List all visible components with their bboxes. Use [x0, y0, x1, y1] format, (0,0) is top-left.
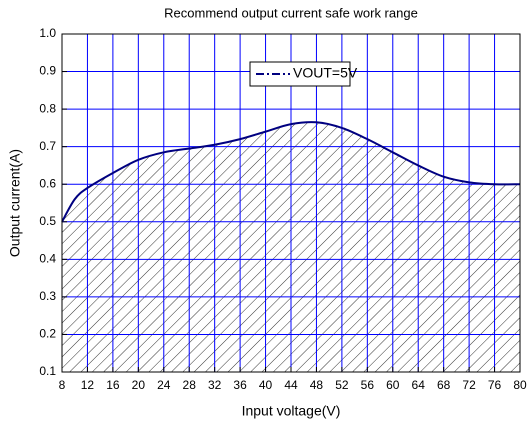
x-tick-label: 40 [259, 378, 273, 392]
y-axis-label: Output current(A) [7, 149, 23, 257]
line [61, 121, 521, 223]
x-tick-label: 32 [208, 378, 222, 392]
x-tick-label: 16 [106, 378, 120, 392]
x-tick-label: 36 [233, 378, 247, 392]
x-tick-label: 80 [513, 378, 527, 392]
x-axis-label: Input voltage(V) [242, 403, 341, 419]
y-tick-label: 0.2 [39, 327, 56, 341]
chart-title: Recommend output current safe work range [164, 5, 418, 20]
x-tick-label: 76 [488, 378, 502, 392]
plot-frame [61, 33, 521, 373]
x-tick-label: 20 [132, 378, 146, 392]
legend-label: VOUT=5V [293, 65, 358, 81]
x-tick-label: 8 [59, 378, 66, 392]
y-tick-label: 0.4 [39, 252, 56, 266]
y-tick-label: 0.5 [39, 214, 56, 228]
x-tick-label: 28 [183, 378, 197, 392]
x-tick-label: 60 [386, 378, 400, 392]
x-tick-label: 68 [437, 378, 451, 392]
x-tick-label: 24 [157, 378, 171, 392]
x-tick-label: 56 [361, 378, 375, 392]
x-tick-label: 72 [462, 378, 476, 392]
x-tick-label: 12 [81, 378, 95, 392]
y-tick-label: 0.6 [39, 176, 56, 190]
x-tick-label: 64 [412, 378, 426, 392]
x-tick-label: 48 [310, 378, 324, 392]
y-tick-label: 0.8 [39, 101, 56, 115]
legend-box [249, 61, 351, 87]
y-tick-label: 0.7 [39, 139, 56, 153]
x-tick-label: 52 [335, 378, 349, 392]
y-tick-label: 0.1 [39, 364, 56, 378]
y-tick-label: 0.9 [39, 64, 56, 78]
y-tick-label: 0.3 [39, 289, 56, 303]
y-tick-label: 1.0 [39, 26, 56, 40]
x-tick-label: 44 [284, 378, 298, 392]
